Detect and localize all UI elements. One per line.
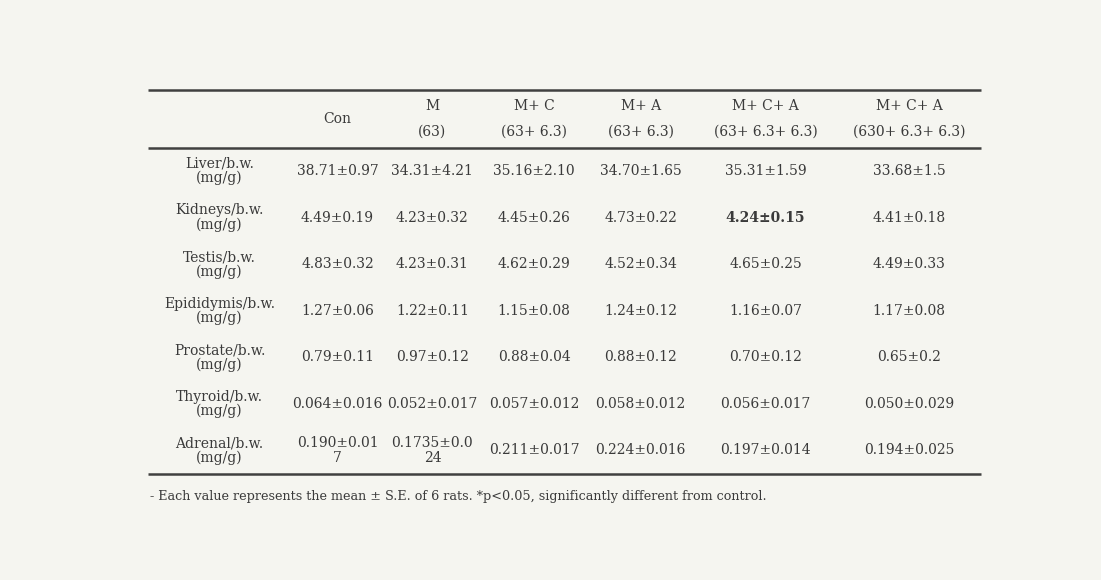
Text: 4.73±0.22: 4.73±0.22: [604, 211, 677, 224]
Text: 0.1735±0.0: 0.1735±0.0: [392, 436, 473, 450]
Text: M+ C+ A: M+ C+ A: [732, 99, 799, 113]
Text: 0.70±0.12: 0.70±0.12: [729, 350, 802, 364]
Text: 0.057±0.012: 0.057±0.012: [489, 397, 579, 411]
Text: 4.52±0.34: 4.52±0.34: [604, 257, 677, 271]
Text: Prostate/b.w.: Prostate/b.w.: [174, 343, 265, 357]
Text: (mg/g): (mg/g): [196, 264, 243, 278]
Text: Con: Con: [324, 112, 351, 126]
Text: (mg/g): (mg/g): [196, 218, 243, 232]
Text: 4.65±0.25: 4.65±0.25: [729, 257, 802, 271]
Text: 4.24±0.15: 4.24±0.15: [726, 211, 805, 224]
Text: (63+ 6.3+ 6.3): (63+ 6.3+ 6.3): [713, 124, 817, 138]
Text: (mg/g): (mg/g): [196, 451, 243, 465]
Text: 4.23±0.32: 4.23±0.32: [396, 211, 469, 224]
Text: 0.064±0.016: 0.064±0.016: [293, 397, 383, 411]
Text: 35.31±1.59: 35.31±1.59: [724, 164, 806, 178]
Text: 0.197±0.014: 0.197±0.014: [720, 444, 810, 458]
Text: (mg/g): (mg/g): [196, 171, 243, 186]
Text: (mg/g): (mg/g): [196, 404, 243, 418]
Text: Thyroid/b.w.: Thyroid/b.w.: [176, 390, 263, 404]
Text: 0.050±0.029: 0.050±0.029: [864, 397, 953, 411]
Text: 1.16±0.07: 1.16±0.07: [729, 304, 802, 318]
Text: 0.224±0.016: 0.224±0.016: [596, 444, 686, 458]
Text: 38.71±0.97: 38.71±0.97: [296, 164, 379, 178]
Text: 34.70±1.65: 34.70±1.65: [600, 164, 682, 178]
Text: 0.194±0.025: 0.194±0.025: [864, 444, 955, 458]
Text: (mg/g): (mg/g): [196, 311, 243, 325]
Text: 4.62±0.29: 4.62±0.29: [498, 257, 570, 271]
Text: 7: 7: [334, 451, 342, 465]
Text: 0.79±0.11: 0.79±0.11: [301, 350, 374, 364]
Text: 34.31±4.21: 34.31±4.21: [392, 164, 473, 178]
Text: M+ C: M+ C: [514, 99, 555, 113]
Text: 4.83±0.32: 4.83±0.32: [302, 257, 374, 271]
Text: 35.16±2.10: 35.16±2.10: [493, 164, 575, 178]
Text: 0.88±0.12: 0.88±0.12: [604, 350, 677, 364]
Text: M+ C+ A: M+ C+ A: [875, 99, 942, 113]
Text: Epididymis/b.w.: Epididymis/b.w.: [164, 296, 275, 311]
Text: 1.27±0.06: 1.27±0.06: [301, 304, 374, 318]
Text: 4.49±0.19: 4.49±0.19: [301, 211, 374, 224]
Text: Liver/b.w.: Liver/b.w.: [185, 157, 254, 171]
Text: 4.41±0.18: 4.41±0.18: [872, 211, 946, 224]
Text: (63): (63): [418, 124, 447, 138]
Text: 0.211±0.017: 0.211±0.017: [489, 444, 579, 458]
Text: Adrenal/b.w.: Adrenal/b.w.: [175, 436, 263, 450]
Text: 1.22±0.11: 1.22±0.11: [396, 304, 469, 318]
Text: 0.65±0.2: 0.65±0.2: [877, 350, 941, 364]
Text: 4.49±0.33: 4.49±0.33: [872, 257, 946, 271]
Text: 0.88±0.04: 0.88±0.04: [498, 350, 570, 364]
Text: 0.97±0.12: 0.97±0.12: [396, 350, 469, 364]
Text: 33.68±1.5: 33.68±1.5: [873, 164, 946, 178]
Text: - Each value represents the mean ± S.E. of 6 rats. *p<0.05, significantly differ: - Each value represents the mean ± S.E. …: [151, 490, 767, 503]
Text: Kidneys/b.w.: Kidneys/b.w.: [175, 204, 264, 218]
Text: 0.058±0.012: 0.058±0.012: [596, 397, 686, 411]
Text: 4.23±0.31: 4.23±0.31: [396, 257, 469, 271]
Text: (630+ 6.3+ 6.3): (630+ 6.3+ 6.3): [852, 124, 966, 138]
Text: 4.45±0.26: 4.45±0.26: [498, 211, 570, 224]
Text: (mg/g): (mg/g): [196, 357, 243, 372]
Text: M+ A: M+ A: [621, 99, 661, 113]
Text: 0.056±0.017: 0.056±0.017: [720, 397, 810, 411]
Text: (63+ 6.3): (63+ 6.3): [608, 124, 674, 138]
Text: 1.15±0.08: 1.15±0.08: [498, 304, 570, 318]
Text: 1.17±0.08: 1.17±0.08: [872, 304, 946, 318]
Text: 1.24±0.12: 1.24±0.12: [604, 304, 677, 318]
Text: 24: 24: [424, 451, 442, 465]
Text: (63+ 6.3): (63+ 6.3): [501, 124, 567, 138]
Text: Testis/b.w.: Testis/b.w.: [183, 250, 257, 264]
Text: 0.190±0.01: 0.190±0.01: [297, 436, 379, 450]
Text: M: M: [425, 99, 439, 113]
Text: 0.052±0.017: 0.052±0.017: [388, 397, 478, 411]
